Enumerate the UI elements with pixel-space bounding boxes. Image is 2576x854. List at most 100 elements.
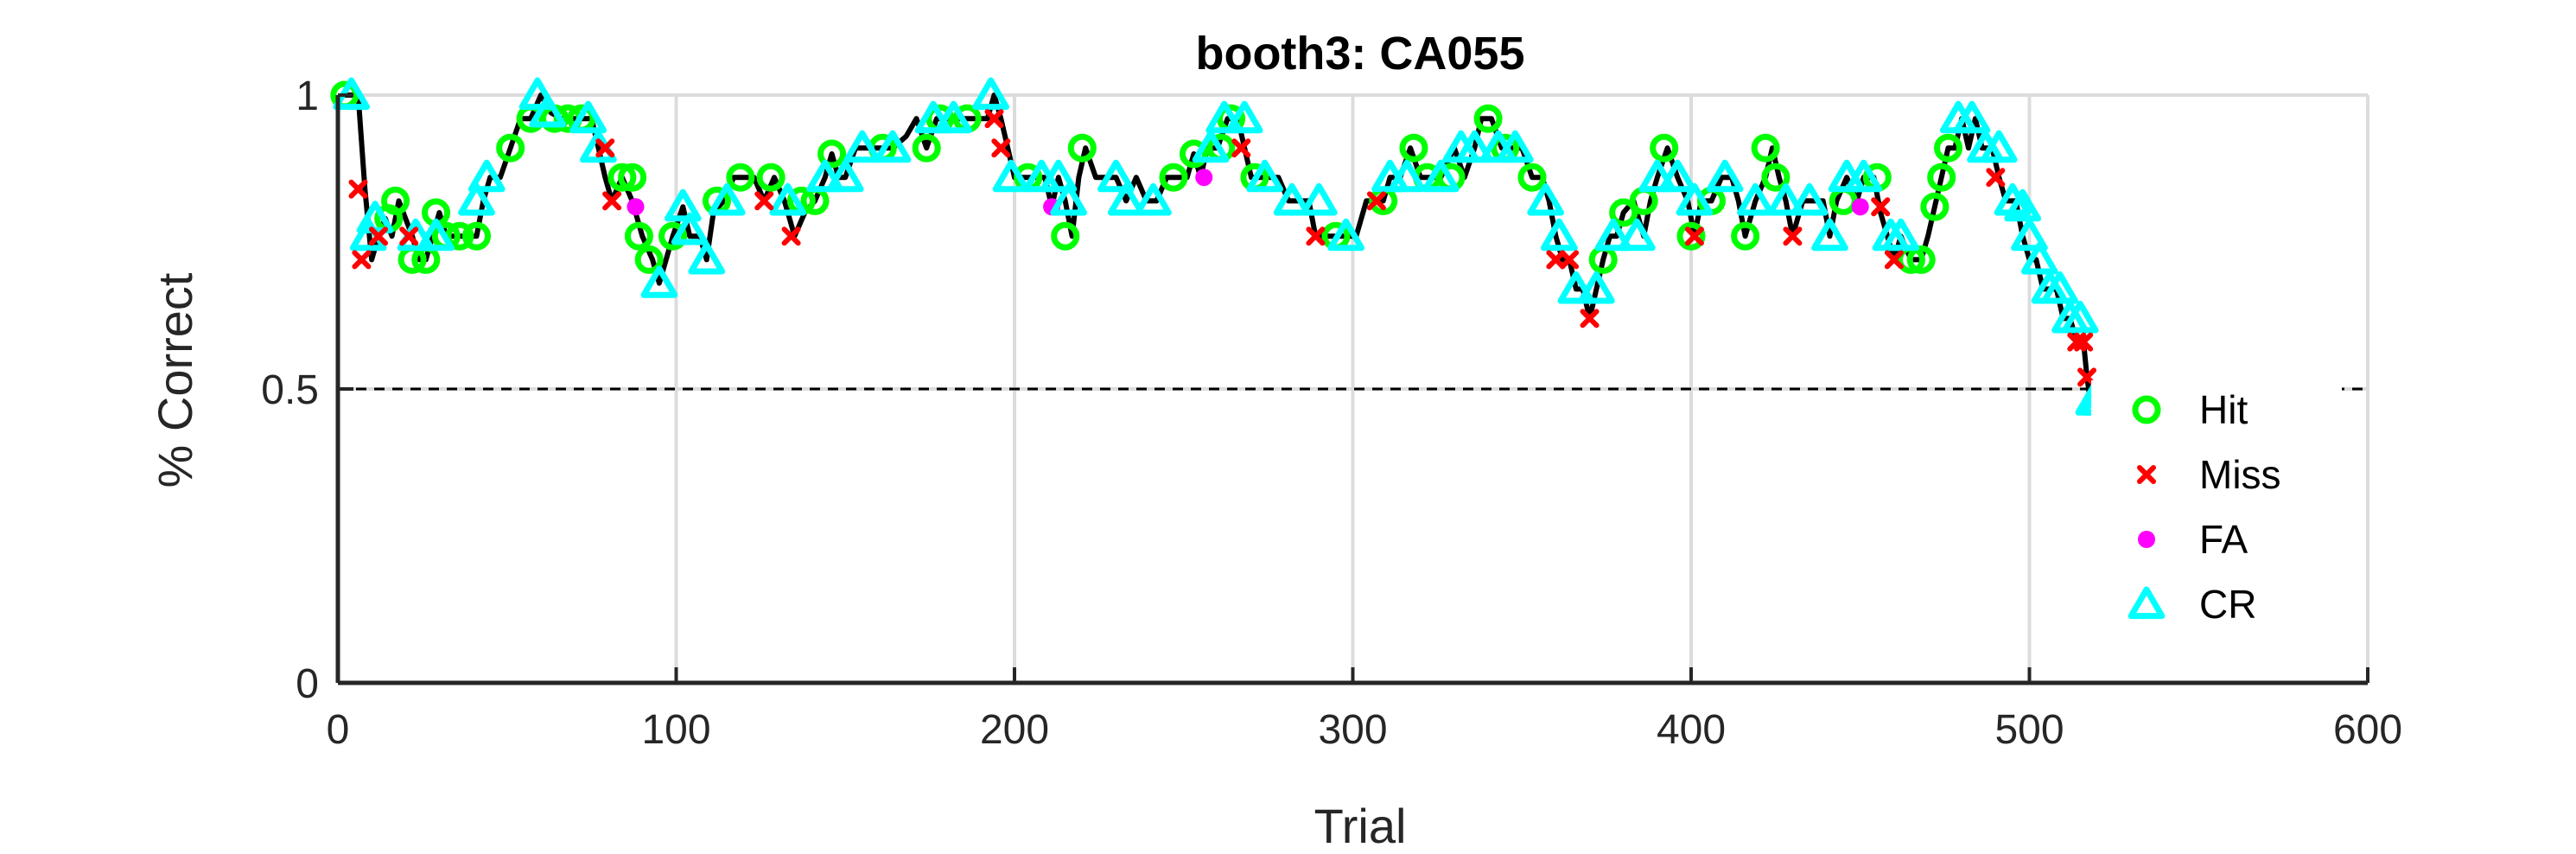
cr-marker <box>992 159 1030 193</box>
cr-marker <box>826 159 864 193</box>
hit-marker <box>1179 139 1208 169</box>
cr-marker <box>1273 182 1311 216</box>
x-tick-label: 300 <box>1318 707 1387 753</box>
hit-marker <box>445 221 474 251</box>
miss-marker-stroke <box>2137 465 2156 484</box>
miss-marker <box>1306 226 1326 246</box>
legend: Hit Miss FA CR <box>2091 380 2342 640</box>
tick-labels: 0 100 200 300 400 500 600 0 0.5 1 <box>261 73 2402 753</box>
miss-marker-stroke <box>1580 309 1600 328</box>
hit-marker <box>1051 221 1080 251</box>
cr-marker <box>1205 100 1243 134</box>
hit-marker <box>1473 104 1503 133</box>
miss-marker <box>2074 332 2094 352</box>
cr-marker <box>417 218 455 252</box>
cr-marker <box>1790 182 1829 216</box>
miss-marker-stroke <box>1871 197 1891 217</box>
miss-marker <box>1546 250 1566 270</box>
cr-marker <box>664 188 702 222</box>
legend-box <box>2091 380 2342 640</box>
x-tick-label: 400 <box>1657 707 1726 753</box>
cr-marker <box>806 159 844 193</box>
cr-marker <box>874 130 912 163</box>
cr-marker <box>769 182 807 216</box>
miss-marker-stroke <box>348 179 368 199</box>
miss-marker-stroke <box>1684 226 1704 246</box>
legend-cr-symbol <box>2128 586 2166 620</box>
miss-marker-stroke <box>754 191 774 211</box>
cr-marker <box>708 182 746 216</box>
chart-title: booth3: CA055 <box>1195 28 1524 80</box>
miss-marker <box>348 179 368 199</box>
miss-marker <box>1871 197 1891 217</box>
miss-marker <box>1560 250 1580 270</box>
y-axis-label: % Correct <box>148 272 202 488</box>
cr-marker <box>1456 130 1493 163</box>
miss-marker-stroke <box>352 250 372 270</box>
hit-marker <box>1399 133 1428 163</box>
legend-hit-symbol <box>2132 395 2161 424</box>
fa-marker <box>1195 169 1213 187</box>
cr-marker <box>2041 271 2079 304</box>
hit-marker <box>634 245 664 274</box>
hit-marker <box>658 221 688 251</box>
miss-marker <box>1783 226 1803 246</box>
y-tick-label: 0 <box>296 661 319 707</box>
x-tick-label: 100 <box>641 707 710 753</box>
miss-marker <box>1580 309 1600 328</box>
cr-marker <box>529 94 567 128</box>
cr-marker <box>1638 159 1676 193</box>
hit-marker <box>1517 163 1547 192</box>
miss-marker <box>1986 168 2006 188</box>
cr-marker <box>640 265 678 298</box>
hit-marker <box>496 133 525 163</box>
cr-marker <box>1658 159 1696 193</box>
miss-marker <box>1684 226 1704 246</box>
miss-marker <box>595 138 615 158</box>
cr-marker <box>671 212 709 245</box>
cr-marker <box>1767 182 1804 216</box>
cr-marker <box>1388 159 1426 193</box>
x-tick-label: 600 <box>2333 707 2402 753</box>
miss-marker-stroke <box>1783 226 1803 246</box>
miss-marker <box>754 191 774 211</box>
cr-marker <box>1135 182 1172 216</box>
cr-marker <box>458 182 495 216</box>
miss-marker-stroke <box>1546 250 1566 270</box>
miss-marker-stroke <box>368 226 388 246</box>
cr-marker <box>2004 188 2042 222</box>
cr-marker <box>1953 100 1991 134</box>
hit-marker <box>618 163 647 192</box>
cr-marker <box>1192 130 1230 163</box>
legend-fa-symbol <box>2138 531 2155 548</box>
cr-marker <box>972 77 1009 111</box>
hit-marker <box>1650 133 1679 163</box>
hit-marker <box>1676 221 1706 251</box>
legend-label-miss: Miss <box>2199 452 2281 497</box>
cr-marker <box>569 100 607 134</box>
x-tick-label: 500 <box>1994 707 2064 753</box>
miss-marker <box>602 191 622 211</box>
cr-marker <box>1737 182 1774 216</box>
miss-marker <box>368 226 388 246</box>
miss-marker-stroke <box>595 138 615 158</box>
cr-marker <box>1811 218 1848 252</box>
hit-marker <box>624 221 653 251</box>
fa-marker <box>1851 198 1869 216</box>
cr-marker <box>1557 271 1595 304</box>
hit-marker <box>381 186 410 215</box>
miss-marker-stroke <box>399 226 419 246</box>
cr-marker <box>2020 241 2058 275</box>
cr-marker <box>1107 182 1145 216</box>
hit-marker <box>1761 163 1790 192</box>
miss-marker-stroke <box>2074 332 2094 352</box>
y-tick-label: 0.5 <box>261 367 319 413</box>
miss-marker <box>1884 250 1904 270</box>
cr-marker <box>1706 159 1744 193</box>
miss-marker <box>781 226 801 246</box>
hit-marker <box>607 163 637 192</box>
x-tick-label: 0 <box>327 707 350 753</box>
cr-marker <box>1040 159 1078 193</box>
hit-marker <box>462 221 492 251</box>
hit-marker <box>1906 245 1936 274</box>
